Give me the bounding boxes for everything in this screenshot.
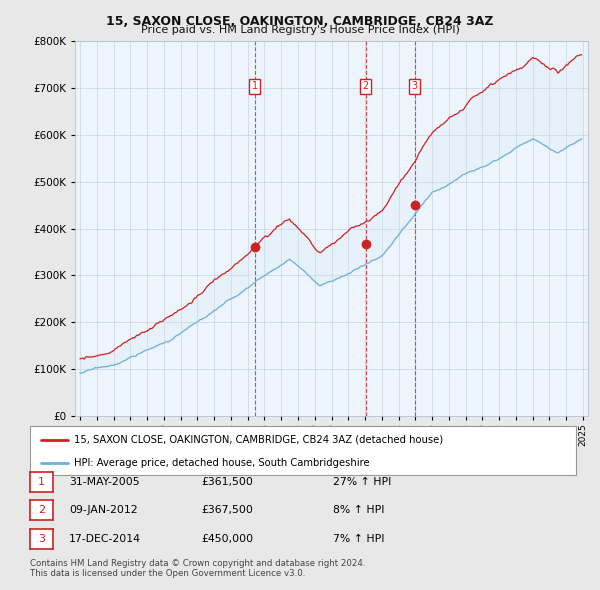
Text: Contains HM Land Registry data © Crown copyright and database right 2024.: Contains HM Land Registry data © Crown c… [30,559,365,568]
Text: 31-MAY-2005: 31-MAY-2005 [69,477,140,487]
Text: £361,500: £361,500 [201,477,253,487]
Text: 17-DEC-2014: 17-DEC-2014 [69,534,141,543]
Text: 15, SAXON CLOSE, OAKINGTON, CAMBRIDGE, CB24 3AZ: 15, SAXON CLOSE, OAKINGTON, CAMBRIDGE, C… [106,15,494,28]
Text: 1: 1 [38,477,45,487]
Text: This data is licensed under the Open Government Licence v3.0.: This data is licensed under the Open Gov… [30,569,305,578]
Text: 27% ↑ HPI: 27% ↑ HPI [333,477,391,487]
Text: HPI: Average price, detached house, South Cambridgeshire: HPI: Average price, detached house, Sout… [74,458,370,468]
Text: 7% ↑ HPI: 7% ↑ HPI [333,534,385,543]
Text: 8% ↑ HPI: 8% ↑ HPI [333,506,385,515]
Text: 15, SAXON CLOSE, OAKINGTON, CAMBRIDGE, CB24 3AZ (detached house): 15, SAXON CLOSE, OAKINGTON, CAMBRIDGE, C… [74,435,443,445]
Text: 1: 1 [251,81,258,91]
Text: £450,000: £450,000 [201,534,253,543]
Text: 2: 2 [38,506,45,515]
Text: 2: 2 [362,81,368,91]
Text: £367,500: £367,500 [201,506,253,515]
Text: Price paid vs. HM Land Registry's House Price Index (HPI): Price paid vs. HM Land Registry's House … [140,25,460,35]
Text: 3: 3 [412,81,418,91]
Text: 3: 3 [38,534,45,543]
Text: 09-JAN-2012: 09-JAN-2012 [69,506,137,515]
